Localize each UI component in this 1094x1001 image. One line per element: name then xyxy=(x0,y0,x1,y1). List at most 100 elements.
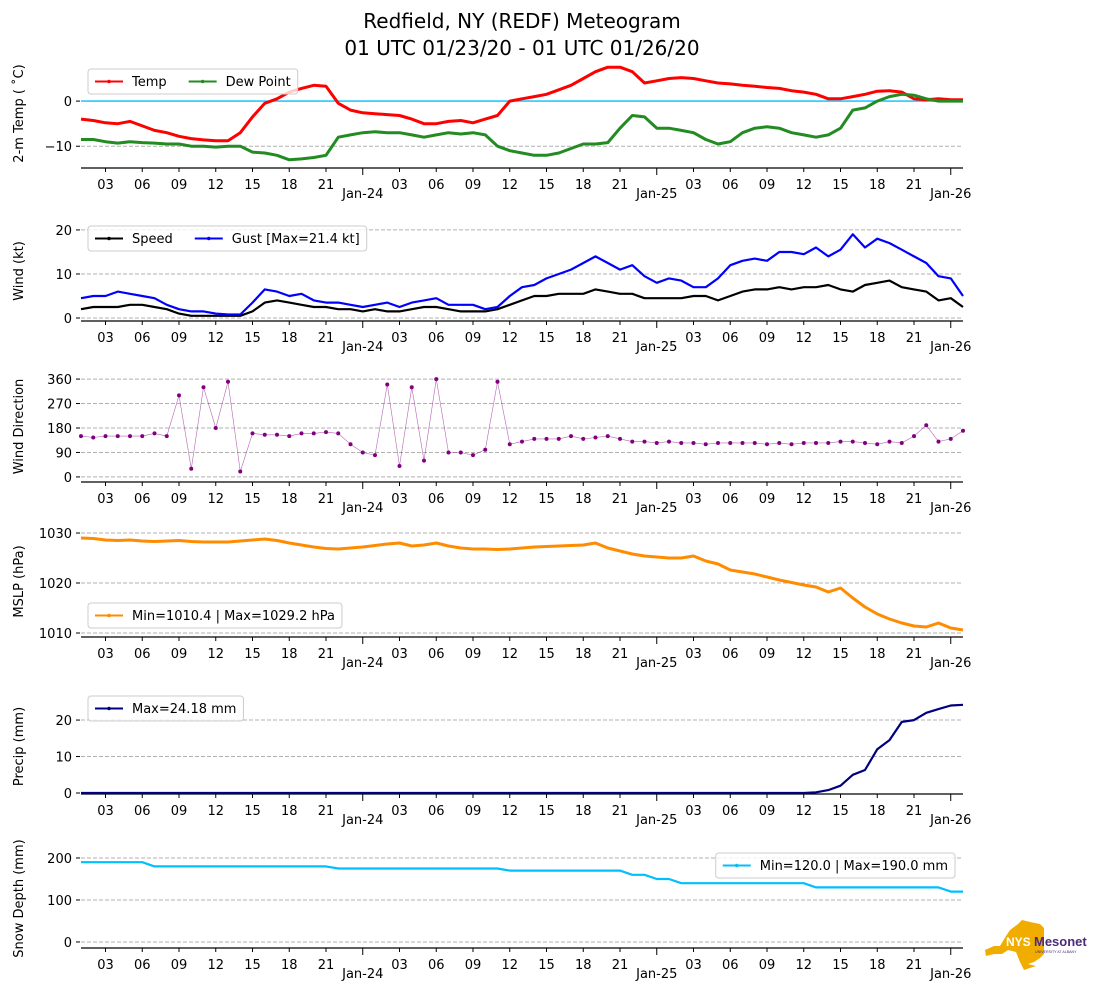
panel-precip: 0 10 20 Precip (mm) 03 06 09 12 15 18 21 Jan-24 03 06… xyxy=(12,695,971,828)
direction-point xyxy=(826,440,831,445)
y-tick-label: 20 xyxy=(55,714,72,729)
x-tick-label: 21 xyxy=(612,331,629,346)
y-tick-label: 270 xyxy=(47,398,72,413)
legend: Temp Dew Point xyxy=(87,68,299,95)
x-tick-label: 06 xyxy=(134,178,151,193)
direction-point xyxy=(164,434,169,439)
direction-point xyxy=(520,439,524,444)
x-tick-label: 03 xyxy=(391,331,408,346)
x-tick-label: 18 xyxy=(281,647,298,662)
x-tick-label: Jan-25 xyxy=(635,967,677,982)
x-tick-label: 12 xyxy=(501,647,518,662)
legend-box xyxy=(715,852,956,879)
direction-point xyxy=(605,434,610,439)
x-tick-label: 06 xyxy=(428,958,445,973)
x-tick-label: 06 xyxy=(722,647,739,662)
series-line-direction xyxy=(80,379,964,472)
direction-point xyxy=(189,466,194,471)
x-tick-label: 12 xyxy=(795,958,812,973)
x-tick-label: 09 xyxy=(171,331,188,346)
x-tick-label: Jan-24 xyxy=(341,656,383,671)
y-axis-label: 2-m Temp ( ˚C) xyxy=(11,64,27,162)
x-tick-label: 15 xyxy=(832,958,849,973)
legend-box xyxy=(87,695,244,722)
x-tick-label: 03 xyxy=(391,647,408,662)
x-tick-label: Jan-24 xyxy=(341,340,383,355)
x-tick-label: Jan-24 xyxy=(341,967,383,982)
legend-marker xyxy=(200,79,205,84)
x-tick-label: 03 xyxy=(97,958,114,973)
direction-point xyxy=(789,442,794,447)
direction-point xyxy=(863,440,867,445)
direction-point xyxy=(850,439,855,444)
direction-point xyxy=(397,464,402,469)
direction-point xyxy=(887,439,892,444)
direction-point xyxy=(752,440,757,445)
legend-box xyxy=(87,602,343,629)
direction-point xyxy=(250,431,255,436)
direction-point xyxy=(679,440,684,445)
x-tick-label: 03 xyxy=(685,647,702,662)
x-tick-label: 12 xyxy=(501,492,518,507)
direction-point xyxy=(924,423,929,428)
direction-point xyxy=(213,425,218,430)
x-tick-label: Jan-24 xyxy=(341,187,383,202)
direction-point xyxy=(838,439,843,444)
x-tick-label: 09 xyxy=(171,958,188,973)
x-tick-label: 03 xyxy=(685,492,702,507)
series-line-temp xyxy=(80,65,963,143)
series-line-gust-max-21-4-kt- xyxy=(80,233,964,316)
direction-point xyxy=(936,439,941,444)
x-tick-label: 06 xyxy=(134,804,151,819)
series-line-dew-point xyxy=(81,92,963,162)
x-tick-label: 12 xyxy=(795,331,812,346)
direction-point xyxy=(801,440,806,445)
direction-point xyxy=(287,434,292,439)
legend-marker xyxy=(734,863,739,868)
x-tick-label: 15 xyxy=(244,492,261,507)
x-tick-label: 18 xyxy=(869,647,886,662)
x-tick-label: 12 xyxy=(207,958,224,973)
y-tick-label: 0 xyxy=(64,471,72,486)
x-tick-label: Jan-26 xyxy=(929,656,971,671)
x-tick-label: 15 xyxy=(832,492,849,507)
legend-label: Min=1010.4 | Max=1029.2 hPa xyxy=(132,609,335,624)
x-tick-label: 15 xyxy=(538,492,555,507)
y-tick-label: 0 xyxy=(64,936,72,951)
series-line-max-24-18-mm xyxy=(81,703,964,795)
x-tick-label: 06 xyxy=(428,178,445,193)
x-tick-label: 15 xyxy=(832,804,849,819)
x-tick-label: 12 xyxy=(501,178,518,193)
legend-label: Speed xyxy=(132,232,173,247)
direction-point xyxy=(458,450,463,455)
legend-label: Min=120.0 | Max=190.0 mm xyxy=(760,859,948,874)
x-tick-label: 18 xyxy=(869,492,886,507)
y-tick-label: 10 xyxy=(55,268,72,283)
x-tick-label: 12 xyxy=(795,647,812,662)
nys-mesonet-logo: NYS Mesonet UNIVERSITY AT ALBANY xyxy=(985,920,1087,970)
x-tick-label: 09 xyxy=(759,492,776,507)
y-tick-label: 180 xyxy=(47,422,72,437)
x-tick-label: 18 xyxy=(281,178,298,193)
x-tick-label: Jan-26 xyxy=(929,813,971,828)
x-tick-label: 09 xyxy=(465,492,482,507)
y-tick-label: 200 xyxy=(47,852,72,867)
y-tick-label: 0 xyxy=(64,787,72,802)
x-tick-label: 06 xyxy=(134,958,151,973)
x-tick-label: 09 xyxy=(171,492,188,507)
x-tick-label: 15 xyxy=(244,647,261,662)
x-tick-label: 06 xyxy=(134,331,151,346)
logo-nys: NYS xyxy=(1006,935,1031,949)
x-tick-label: 18 xyxy=(575,804,592,819)
direction-point xyxy=(814,440,818,445)
x-tick-label: 18 xyxy=(869,331,886,346)
x-tick-label: 15 xyxy=(832,331,849,346)
direction-point xyxy=(740,440,745,445)
x-tick-label: 03 xyxy=(97,492,114,507)
y-tick-label: 0 xyxy=(64,312,72,327)
x-tick-label: 06 xyxy=(134,492,151,507)
panel-mslp: 1010 1020 1030 MSLP (hPa) 03 06 09 12 15 18 21 Jan-… xyxy=(12,527,971,671)
direction-point xyxy=(262,432,267,437)
x-tick-label: 12 xyxy=(795,492,812,507)
